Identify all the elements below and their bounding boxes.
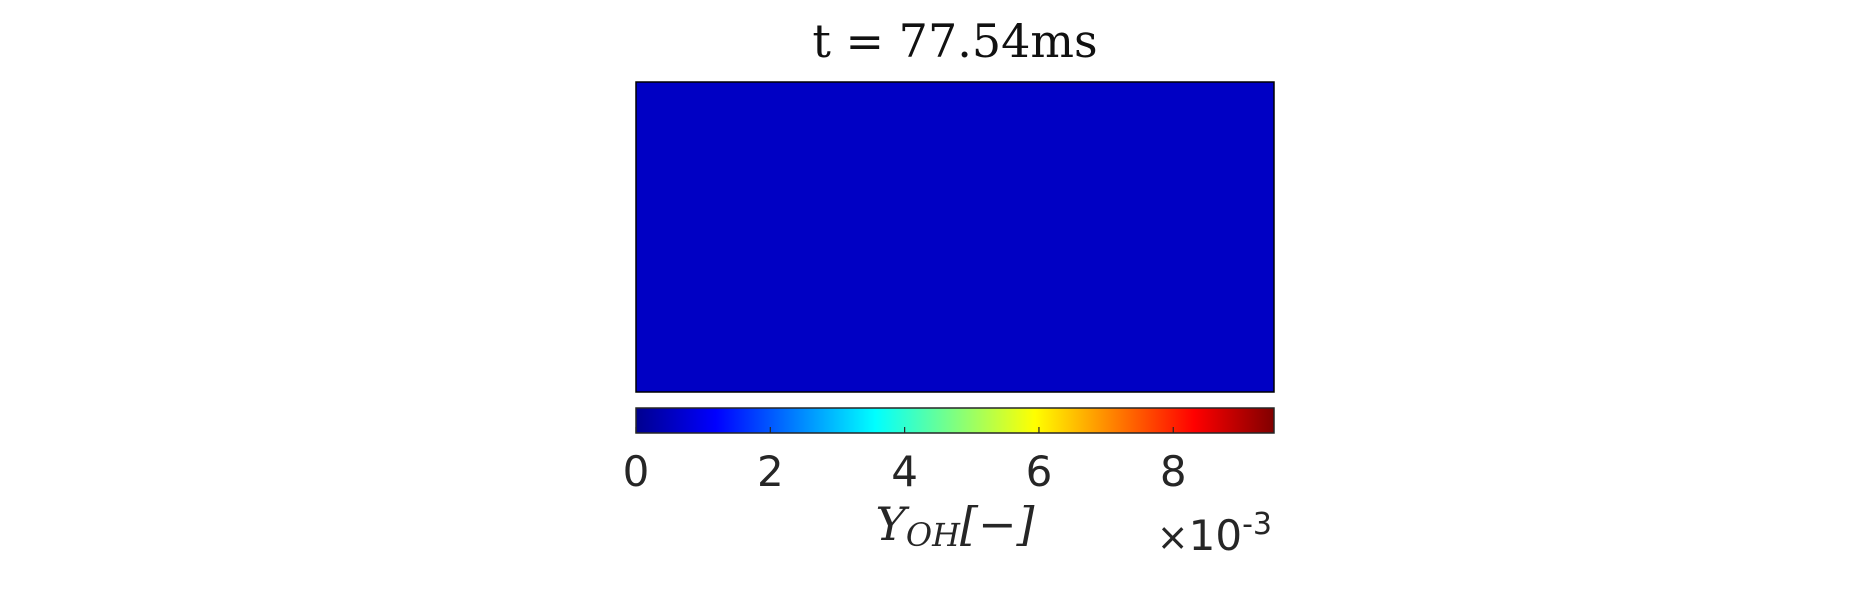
colorbar-gradient — [635, 407, 1275, 434]
colorbar-label: YOH[−] — [876, 497, 1035, 554]
colorbar-tick-label: 2 — [757, 447, 784, 496]
chart-title: t = 77.54ms — [812, 14, 1097, 68]
colorbar-tick-label: 4 — [891, 447, 918, 496]
exponent-power: -3 — [1242, 507, 1272, 542]
colorbar-label-sub: OH — [906, 516, 961, 554]
colorbar-tick-label: 8 — [1160, 447, 1187, 496]
field-heatmap — [635, 81, 1275, 393]
colorbar: 0 2 4 6 8 — [623, 407, 1275, 496]
colorbar-tick-label: 6 — [1026, 447, 1053, 496]
colorbar-ticks — [635, 427, 1174, 433]
colorbar-label-main: Y — [876, 497, 911, 551]
exponent-times: × — [1157, 515, 1189, 559]
colorbar-tick-label: 0 — [623, 447, 650, 496]
colorbar-exponent: ×10-3 — [1157, 507, 1272, 560]
exponent-base: 10 — [1189, 511, 1242, 560]
colorbar-tick-labels: 0 2 4 6 8 — [623, 447, 1187, 496]
colorbar-label-unit: [−] — [960, 497, 1034, 551]
